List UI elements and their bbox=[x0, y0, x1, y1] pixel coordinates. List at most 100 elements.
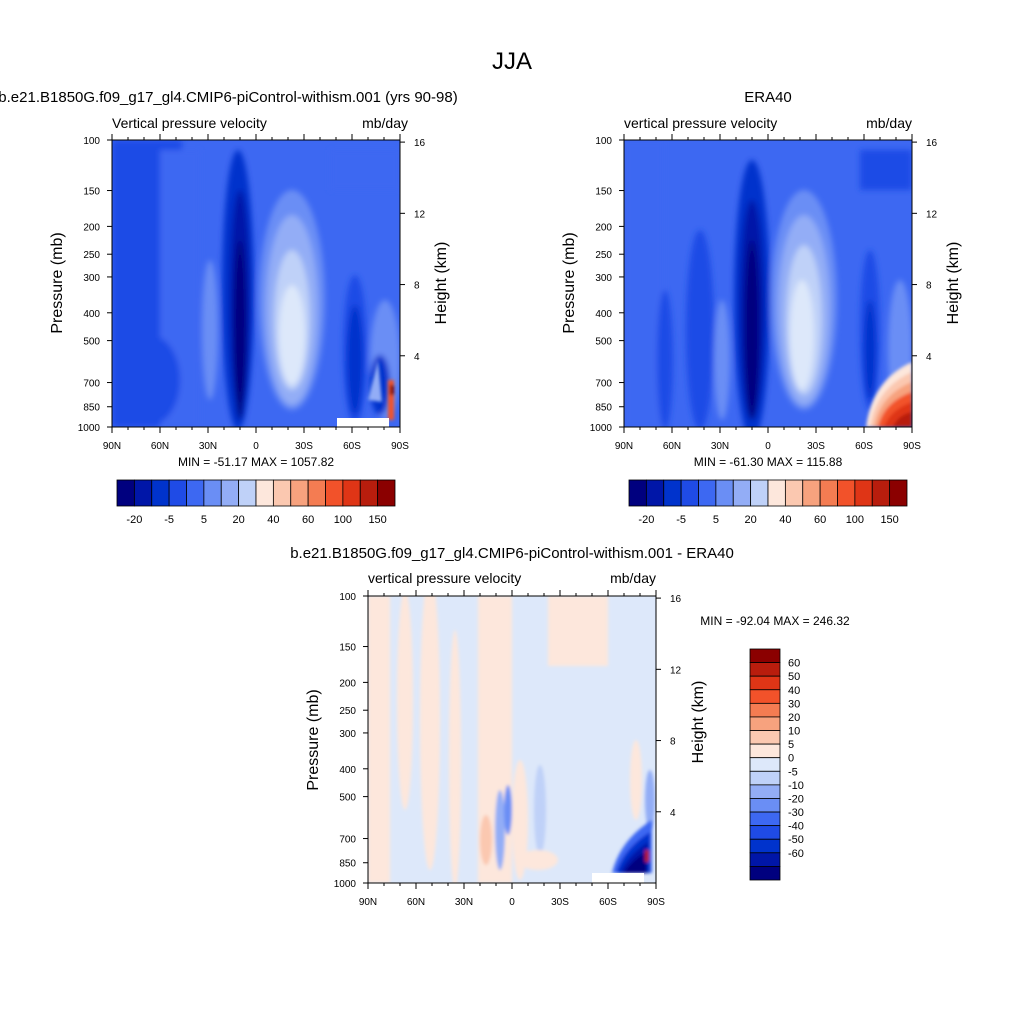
panel-era40-colorbar-swatch bbox=[819, 479, 838, 507]
panel-diff-contour-field bbox=[368, 596, 656, 883]
panel-era40-ytick-label: 700 bbox=[595, 379, 612, 390]
panel-diff-xtick-label: 60N bbox=[407, 897, 425, 908]
panel-diff: b.e21.B1850G.f09_g17_gl4.CMIP6-piControl… bbox=[290, 545, 850, 908]
panel-model-xtick-label: 90N bbox=[103, 441, 121, 452]
panel-model-colorbar-swatch bbox=[151, 479, 170, 507]
panel-model-xtick-label: 90S bbox=[391, 441, 409, 452]
panel-era40-xtick-label: 30S bbox=[807, 441, 825, 452]
panel-era40-contour-field bbox=[624, 140, 912, 427]
panel-model-stats: MIN = -51.17 MAX = 1057.82 bbox=[178, 455, 334, 469]
panel-model-ytick-right-label: 16 bbox=[414, 138, 426, 149]
panel-era40-ytick-label: 850 bbox=[595, 403, 612, 414]
panel-diff-ylabel: Pressure (mb) bbox=[305, 689, 322, 790]
panel-diff-colorbar-swatch bbox=[749, 689, 781, 704]
panel-era40-ytick-label: 400 bbox=[595, 309, 612, 320]
panel-model-colorbar-label: 100 bbox=[334, 514, 352, 526]
panel-era40-ylabel: Pressure (mb) bbox=[561, 232, 578, 333]
panel-model-colorbar-label: 60 bbox=[302, 514, 314, 526]
panel-era40-ytick-label: 100 bbox=[595, 136, 612, 147]
panel-era40-colorbar-swatch bbox=[889, 479, 908, 507]
panel-model-ytick-label: 850 bbox=[83, 403, 100, 414]
panel-diff-colorbar-label: 60 bbox=[788, 658, 800, 670]
panel-era40-colorbar-swatch bbox=[837, 479, 856, 507]
panel-era40-y-ticks: 100 150 200 250 300 400 500 700 850 1000 16 12 8 4 bbox=[590, 136, 938, 434]
panel-diff-ytick-right-label: 12 bbox=[670, 665, 682, 676]
panel-era40-ytick-label: 500 bbox=[595, 337, 612, 348]
panel-diff-ytick-label: 400 bbox=[339, 765, 356, 776]
panel-diff-ytick-label: 300 bbox=[339, 729, 356, 740]
panel-diff-ytick-label: 1000 bbox=[334, 879, 357, 890]
panel-model-ytick-label: 200 bbox=[83, 222, 100, 233]
panel-model-colorbar-swatch bbox=[359, 479, 379, 507]
panel-model-ytick-right-label: 12 bbox=[414, 209, 426, 220]
panel-diff-colorbar-swatch bbox=[749, 757, 781, 772]
panel-model-right-subtitle: mb/day bbox=[362, 115, 408, 131]
panel-model-ytick-label: 150 bbox=[83, 187, 100, 198]
panel-diff-colorbar-label: -40 bbox=[788, 821, 804, 833]
panel-model-colorbar-swatch bbox=[133, 479, 153, 507]
panel-era40-xtick-label: 90N bbox=[615, 441, 633, 452]
panel-diff-left-subtitle: vertical pressure velocity bbox=[368, 570, 521, 586]
panel-model-colorbar-swatch bbox=[186, 479, 205, 507]
panel-diff-colorbar-swatch bbox=[749, 675, 781, 691]
panel-era40-xtick-label: 60S bbox=[855, 441, 873, 452]
panel-era40-colorbar-swatch bbox=[750, 479, 769, 507]
panel-model-colorbar-swatch bbox=[342, 479, 361, 507]
panel-model-left-subtitle: Vertical pressure velocity bbox=[112, 115, 267, 131]
panel-era40-colorbar-label: 100 bbox=[846, 514, 864, 526]
figure-title: JJA bbox=[492, 48, 532, 75]
panel-diff-colorbar-label: 10 bbox=[788, 726, 800, 738]
panel-diff-colorbar-swatch bbox=[749, 662, 781, 677]
panel-era40-left-subtitle: vertical pressure velocity bbox=[624, 115, 777, 131]
panel-model-colorbar-swatch bbox=[290, 479, 309, 507]
panel-era40-colorbar-label: 5 bbox=[713, 514, 719, 526]
panel-era40-x-ticks: 90N 60N 30N 0 30S 60S 90S bbox=[615, 134, 921, 452]
panel-model-colorbar-label: 40 bbox=[267, 514, 279, 526]
panel-diff-colorbar-swatch bbox=[749, 798, 781, 813]
panel-era40-colorbar-swatch bbox=[663, 479, 682, 507]
panel-diff-colorbar-label: -20 bbox=[788, 793, 804, 805]
panel-model-ylabel: Pressure (mb) bbox=[49, 232, 66, 333]
panel-model-xtick-label: 60S bbox=[343, 441, 361, 452]
panel-diff-colorbar-swatch bbox=[749, 811, 781, 827]
panel-era40-colorbar-label: -5 bbox=[676, 514, 686, 526]
panel-model-xtick-label: 30S bbox=[295, 441, 313, 452]
panel-era40-ytick-right-label: 4 bbox=[926, 352, 932, 363]
panel-model-colorbar-swatch bbox=[203, 479, 222, 507]
panel-model-ytick-label: 100 bbox=[83, 136, 100, 147]
panel-diff-ytick-right-label: 4 bbox=[670, 808, 676, 819]
panel-era40-colorbar-swatch bbox=[698, 479, 717, 507]
panel-model-ytick-label: 700 bbox=[83, 379, 100, 390]
panel-model-colorbar-swatch bbox=[168, 479, 187, 507]
panel-diff-stats: MIN = -92.04 MAX = 246.32 bbox=[700, 614, 850, 628]
panel-model-y-ticks: 100 150 200 250 300 400 500 700 850 1000 16 12 8 4 bbox=[78, 136, 426, 434]
panel-diff-x-ticks: 90N 60N 30N 0 30S 60S 90S bbox=[359, 590, 665, 908]
panel-diff-colorbar-label: -5 bbox=[788, 766, 798, 778]
panel-model-colorbar-swatch bbox=[272, 479, 292, 507]
panel-model-contour-field bbox=[112, 140, 400, 427]
panel-diff-colorbar-label: 30 bbox=[788, 698, 800, 710]
panel-model-colorbar-label: -20 bbox=[126, 514, 142, 526]
panel-era40-ytick-label: 250 bbox=[595, 250, 612, 261]
panel-diff-colorbar-swatch bbox=[749, 770, 781, 786]
panel-era40-title: ERA40 bbox=[744, 89, 792, 106]
panel-era40-colorbar-swatch bbox=[854, 479, 873, 507]
panel-model-ytick-label: 250 bbox=[83, 250, 100, 261]
panel-diff-colorbar-swatch bbox=[749, 825, 781, 840]
panel-era40-ytick-label: 150 bbox=[595, 187, 612, 198]
panel-era40-ytick-label: 300 bbox=[595, 273, 612, 284]
panel-diff-ytick-label: 250 bbox=[339, 706, 356, 717]
panel-diff-colorbar-swatch bbox=[749, 716, 781, 731]
panel-diff-ytick-label: 100 bbox=[339, 592, 356, 603]
panel-model-x-ticks: 90N 60N 30N 0 30S 60S 90S bbox=[103, 134, 409, 452]
panel-era40-colorbar-label: 20 bbox=[745, 514, 757, 526]
panel-era40-colorbar-swatch bbox=[680, 479, 699, 507]
panel-diff-colorbar-swatch bbox=[749, 866, 781, 881]
panel-diff-colorbar-swatch bbox=[749, 784, 781, 799]
panel-model-ytick-label: 1000 bbox=[78, 423, 101, 434]
panel-era40-xtick-label: 90S bbox=[903, 441, 921, 452]
panel-diff-right-subtitle: mb/day bbox=[610, 570, 656, 586]
panel-diff-colorbar-label: 0 bbox=[788, 753, 794, 765]
panel-model-colorbar-label: 20 bbox=[233, 514, 245, 526]
